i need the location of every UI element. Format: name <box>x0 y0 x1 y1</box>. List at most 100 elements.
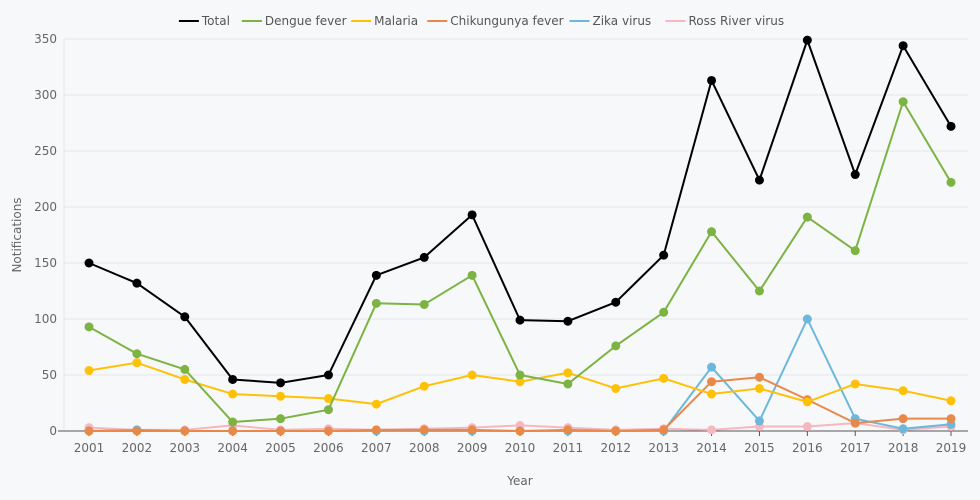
y-tick-label: 50 <box>42 368 57 382</box>
data-point-malaria[interactable] <box>802 397 812 407</box>
data-point-dengue-fever[interactable] <box>850 246 860 256</box>
legend-item-malaria[interactable]: Malaria <box>351 14 418 28</box>
data-point-malaria[interactable] <box>659 373 669 383</box>
legend-item-chikungunya-fever[interactable]: Chikungunya fever <box>427 14 564 28</box>
data-point-chikungunya-fever[interactable] <box>754 372 764 382</box>
data-point-total[interactable] <box>132 278 142 288</box>
data-point-zika-virus[interactable] <box>707 362 717 372</box>
data-point-dengue-fever[interactable] <box>228 417 238 427</box>
x-tick-label: 2013 <box>648 441 679 455</box>
legend-item-ross-river-virus[interactable]: Ross River virus <box>665 14 785 28</box>
data-point-malaria[interactable] <box>515 377 525 387</box>
data-point-chikungunya-fever[interactable] <box>659 425 669 435</box>
data-point-dengue-fever[interactable] <box>754 286 764 296</box>
data-point-chikungunya-fever[interactable] <box>228 426 238 436</box>
data-point-malaria[interactable] <box>946 396 956 406</box>
data-point-malaria[interactable] <box>419 381 429 391</box>
data-point-dengue-fever[interactable] <box>371 298 381 308</box>
data-point-total[interactable] <box>323 370 333 380</box>
data-point-malaria[interactable] <box>754 383 764 393</box>
data-point-chikungunya-fever[interactable] <box>563 425 573 435</box>
data-point-malaria[interactable] <box>371 399 381 409</box>
data-point-malaria[interactable] <box>563 368 573 378</box>
data-point-chikungunya-fever[interactable] <box>611 426 621 436</box>
data-point-chikungunya-fever[interactable] <box>323 426 333 436</box>
data-point-zika-virus[interactable] <box>754 416 764 426</box>
data-point-malaria[interactable] <box>898 386 908 396</box>
data-point-chikungunya-fever[interactable] <box>419 425 429 435</box>
data-point-chikungunya-fever[interactable] <box>180 426 190 436</box>
x-tick-label: 2015 <box>744 441 775 455</box>
y-axis-title: Notifications <box>10 197 24 272</box>
data-point-dengue-fever[interactable] <box>563 379 573 389</box>
data-point-total[interactable] <box>946 121 956 131</box>
data-point-ross-river-virus[interactable] <box>802 422 812 432</box>
data-point-total[interactable] <box>754 175 764 185</box>
data-point-total[interactable] <box>563 316 573 326</box>
data-point-zika-virus[interactable] <box>802 314 812 324</box>
data-point-dengue-fever[interactable] <box>946 177 956 187</box>
series-dengue-fever <box>84 97 956 427</box>
data-point-dengue-fever[interactable] <box>467 270 477 280</box>
data-point-total[interactable] <box>515 315 525 325</box>
data-point-total[interactable] <box>180 312 190 322</box>
data-point-total[interactable] <box>419 252 429 262</box>
data-point-total[interactable] <box>659 250 669 260</box>
data-point-dengue-fever[interactable] <box>515 370 525 380</box>
data-point-malaria[interactable] <box>84 366 94 376</box>
data-point-dengue-fever[interactable] <box>898 97 908 107</box>
data-point-dengue-fever[interactable] <box>84 322 94 332</box>
data-point-dengue-fever[interactable] <box>180 364 190 374</box>
grid-lines <box>64 38 968 376</box>
data-point-malaria[interactable] <box>323 394 333 404</box>
data-point-chikungunya-fever[interactable] <box>946 414 956 424</box>
data-point-dengue-fever[interactable] <box>132 349 142 359</box>
data-point-malaria[interactable] <box>467 370 477 380</box>
legend-label: Ross River virus <box>689 14 785 28</box>
data-point-chikungunya-fever[interactable] <box>467 425 477 435</box>
y-tick-label: 350 <box>34 32 57 46</box>
data-point-total[interactable] <box>850 170 860 180</box>
data-point-chikungunya-fever[interactable] <box>850 418 860 428</box>
data-point-chikungunya-fever[interactable] <box>707 377 717 387</box>
data-point-dengue-fever[interactable] <box>611 341 621 351</box>
data-point-chikungunya-fever[interactable] <box>898 414 908 424</box>
legend-item-zika-virus[interactable]: Zika virus <box>569 14 652 28</box>
data-point-total[interactable] <box>611 297 621 307</box>
y-tick-label: 0 <box>49 424 57 438</box>
data-point-chikungunya-fever[interactable] <box>84 426 94 436</box>
legend-item-dengue-fever[interactable]: Dengue fever <box>241 14 347 28</box>
data-point-dengue-fever[interactable] <box>419 299 429 309</box>
data-point-malaria[interactable] <box>611 383 621 393</box>
data-point-dengue-fever[interactable] <box>276 414 286 424</box>
data-point-dengue-fever[interactable] <box>659 307 669 317</box>
data-point-ross-river-virus[interactable] <box>707 425 717 435</box>
data-point-total[interactable] <box>228 374 238 384</box>
data-point-total[interactable] <box>276 378 286 388</box>
x-tick-label: 2007 <box>361 441 392 455</box>
data-point-total[interactable] <box>802 35 812 45</box>
data-point-chikungunya-fever[interactable] <box>371 425 381 435</box>
data-point-malaria[interactable] <box>707 389 717 399</box>
data-point-chikungunya-fever[interactable] <box>515 426 525 436</box>
legend-label: Zika virus <box>593 14 652 28</box>
data-point-chikungunya-fever[interactable] <box>132 426 142 436</box>
data-point-total[interactable] <box>898 41 908 51</box>
data-point-total[interactable] <box>371 270 381 280</box>
data-point-chikungunya-fever[interactable] <box>276 426 286 436</box>
series-total <box>84 35 956 388</box>
data-point-dengue-fever[interactable] <box>323 405 333 415</box>
data-point-total[interactable] <box>707 75 717 85</box>
data-point-total[interactable] <box>84 258 94 268</box>
data-point-malaria[interactable] <box>228 389 238 399</box>
data-point-zika-virus[interactable] <box>898 424 908 434</box>
data-point-dengue-fever[interactable] <box>802 212 812 222</box>
data-point-malaria[interactable] <box>850 379 860 389</box>
x-tick-label: 2005 <box>265 441 296 455</box>
data-point-total[interactable] <box>467 210 477 220</box>
data-point-malaria[interactable] <box>180 374 190 384</box>
legend-item-total[interactable]: Total <box>178 14 230 28</box>
data-point-malaria[interactable] <box>132 358 142 368</box>
data-point-dengue-fever[interactable] <box>707 227 717 237</box>
data-point-malaria[interactable] <box>276 391 286 401</box>
